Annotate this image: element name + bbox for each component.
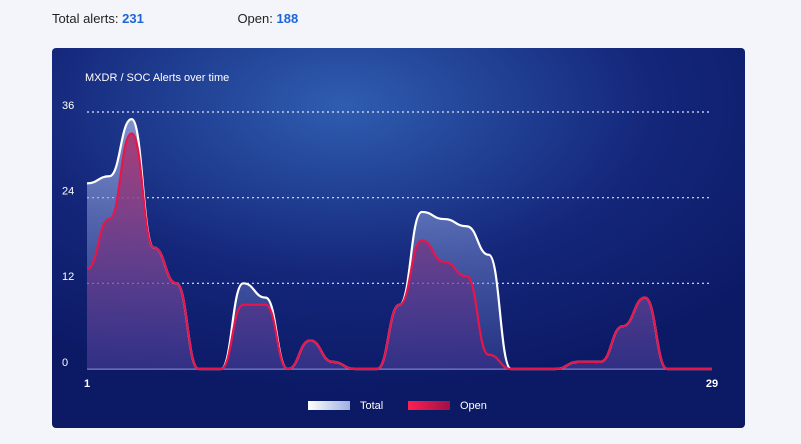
- total-value: 231: [122, 11, 144, 26]
- chart-title: MXDR / SOC Alerts over time: [85, 72, 229, 84]
- open-value: 188: [276, 11, 299, 26]
- x-tick-label: 29: [706, 378, 718, 390]
- line: [86, 132, 712, 371]
- y-tick-label: 36: [62, 100, 74, 112]
- y-tick-label: 0: [62, 357, 68, 369]
- chart-panel: [52, 48, 745, 428]
- legend-label: Total: [360, 400, 383, 412]
- area: [87, 133, 712, 369]
- legend-swatch: [408, 401, 450, 410]
- legend-swatch: [308, 401, 350, 410]
- legend-label: Open: [460, 400, 487, 412]
- open-label: Open:: [237, 11, 273, 26]
- summary: Total alerts: 231 Open: 188: [52, 11, 452, 31]
- y-tick-label: 24: [62, 186, 74, 198]
- x-tick-label: 1: [84, 378, 90, 390]
- y-tick-label: 12: [62, 271, 74, 283]
- total-label: Total alerts:: [52, 11, 119, 26]
